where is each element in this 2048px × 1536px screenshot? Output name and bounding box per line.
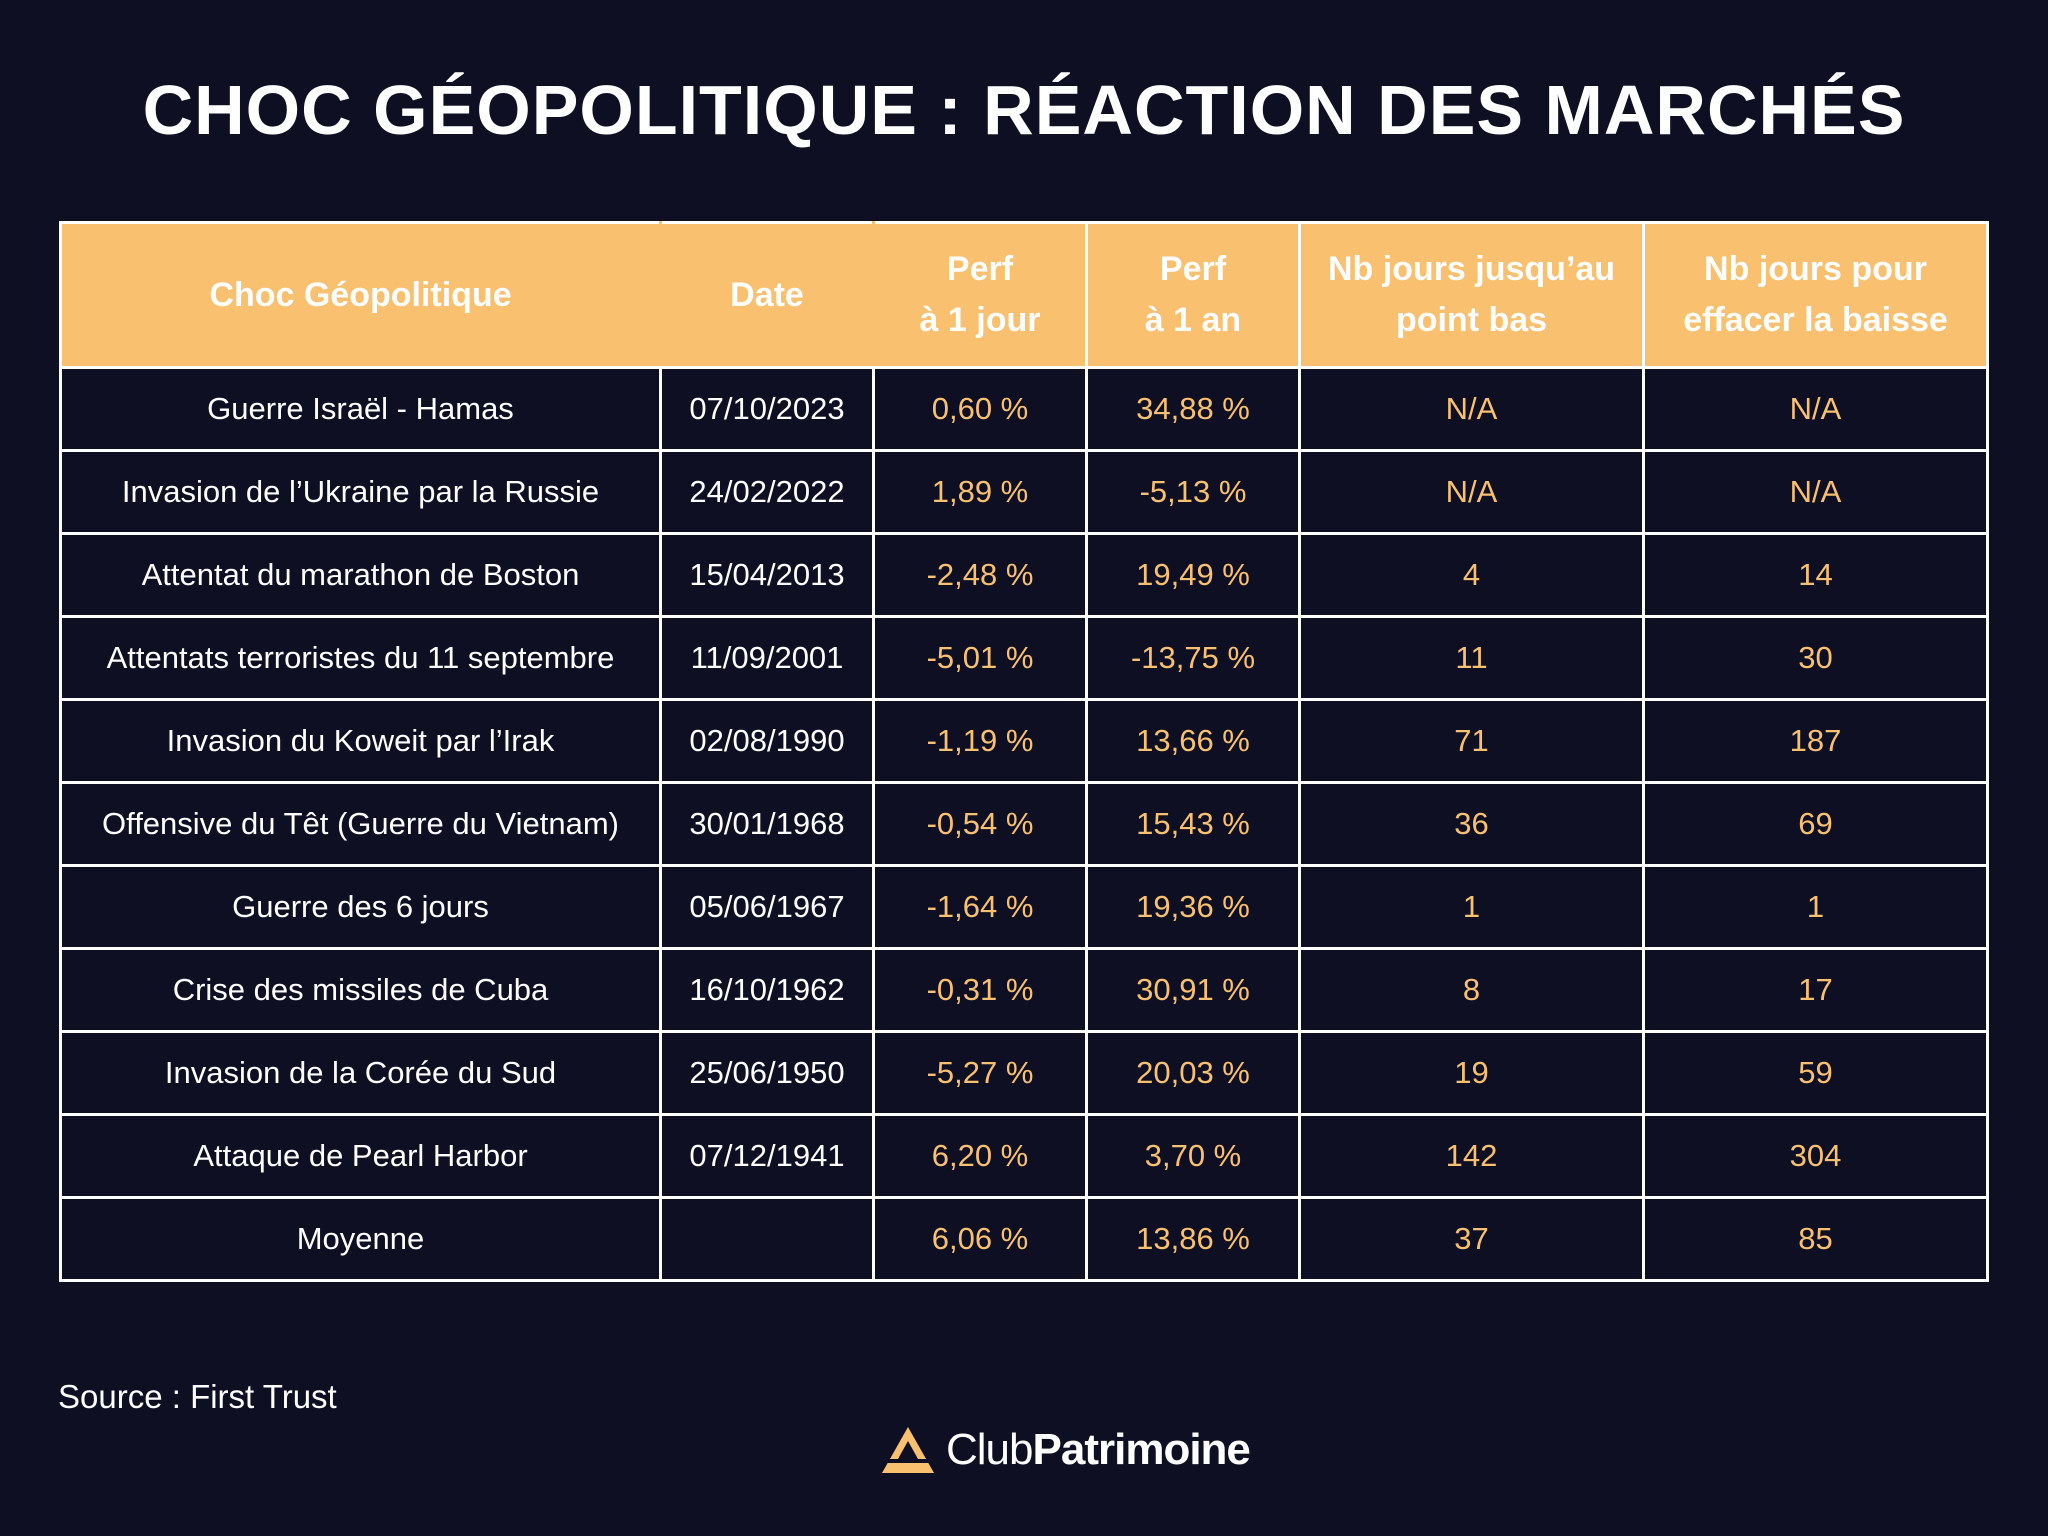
header-date: Date bbox=[659, 221, 875, 369]
cell-perf-1-year: 13,66 % bbox=[1085, 698, 1301, 784]
cell-perf-1-day: 6,20 % bbox=[872, 1113, 1088, 1199]
cell-event: Guerre des 6 jours bbox=[59, 864, 662, 950]
cell-perf-1-day: -0,54 % bbox=[872, 781, 1088, 867]
cell-days-to-low: 1 bbox=[1298, 864, 1645, 950]
market-reaction-table: Choc Géopolitique Date Perf à 1 jour Per… bbox=[59, 221, 1989, 1282]
table-row: Crise des missiles de Cuba 16/10/1962 -0,3… bbox=[59, 947, 1989, 1033]
cell-days-to-low: 142 bbox=[1298, 1113, 1645, 1199]
table-body: Guerre Israël - Hamas 07/10/2023 0,60 % 34,… bbox=[59, 366, 1989, 1282]
cell-event: Moyenne bbox=[59, 1196, 662, 1282]
cell-event: Attentats terroristes du 11 septembre bbox=[59, 615, 662, 701]
logo-text-patrimoine: Patrimoine bbox=[1032, 1425, 1251, 1474]
cell-days-to-low: 8 bbox=[1298, 947, 1645, 1033]
cell-days-to-recover: 14 bbox=[1642, 532, 1989, 618]
source-note: Source : First Trust bbox=[58, 1378, 337, 1415]
table-row: Guerre des 6 jours 05/06/1967 -1,64 % 19,36… bbox=[59, 864, 1989, 950]
cell-days-to-low: 4 bbox=[1298, 532, 1645, 618]
cell-days-to-low: N/A bbox=[1298, 449, 1645, 535]
cell-perf-1-day: -1,19 % bbox=[872, 698, 1088, 784]
cell-date: 11/09/2001 bbox=[659, 615, 875, 701]
cell-date bbox=[659, 1196, 875, 1282]
cell-perf-1-day: -2,48 % bbox=[872, 532, 1088, 618]
cell-perf-1-year: 30,91 % bbox=[1085, 947, 1301, 1033]
cell-perf-1-year: 13,86 % bbox=[1085, 1196, 1301, 1282]
table-row: Offensive du Têt (Guerre du Vietnam) 30/0… bbox=[59, 781, 1989, 867]
cell-perf-1-day: -1,64 % bbox=[872, 864, 1088, 950]
cell-days-to-recover: 59 bbox=[1642, 1030, 1989, 1116]
triangle-logo-icon bbox=[882, 1427, 934, 1473]
table-row: Invasion du Koweit par l’Irak 02/08/1990-… bbox=[59, 698, 1989, 784]
cell-date: 02/08/1990 bbox=[659, 698, 875, 784]
header-days-to-low: Nb jours jusqu’au point bas bbox=[1298, 221, 1645, 369]
cell-perf-1-day: -5,27 % bbox=[872, 1030, 1088, 1116]
table-row: Attaque de Pearl Harbor 07/12/1941 6,20 % 3… bbox=[59, 1113, 1989, 1199]
cell-date: 15/04/2013 bbox=[659, 532, 875, 618]
cell-days-to-recover: 17 bbox=[1642, 947, 1989, 1033]
cell-perf-1-day: 1,89 % bbox=[872, 449, 1088, 535]
table-row: Invasion de la Corée du Sud 25/06/1950 -5,… bbox=[59, 1030, 1989, 1116]
cell-days-to-recover: N/A bbox=[1642, 366, 1989, 452]
cell-date: 05/06/1967 bbox=[659, 864, 875, 950]
header-days-to-recover: Nb jours pour effacer la baisse bbox=[1642, 221, 1989, 369]
cell-days-to-recover: 187 bbox=[1642, 698, 1989, 784]
header-event: Choc Géopolitique bbox=[59, 221, 662, 369]
cell-event: Offensive du Têt (Guerre du Vietnam) bbox=[59, 781, 662, 867]
cell-days-to-low: 36 bbox=[1298, 781, 1645, 867]
cell-days-to-recover: 304 bbox=[1642, 1113, 1989, 1199]
cell-perf-1-year: 19,36 % bbox=[1085, 864, 1301, 950]
cell-days-to-recover: 1 bbox=[1642, 864, 1989, 950]
logo-text-club: Club bbox=[946, 1425, 1033, 1474]
cell-event: Invasion du Koweit par l’Irak bbox=[59, 698, 662, 784]
cell-date: 25/06/1950 bbox=[659, 1030, 875, 1116]
cell-event: Guerre Israël - Hamas bbox=[59, 366, 662, 452]
cell-perf-1-year: -13,75 % bbox=[1085, 615, 1301, 701]
cell-days-to-low: N/A bbox=[1298, 366, 1645, 452]
brand-logo: Club Patrimoine bbox=[880, 1420, 1251, 1480]
cell-days-to-low: 19 bbox=[1298, 1030, 1645, 1116]
cell-date: 07/12/1941 bbox=[659, 1113, 875, 1199]
table-row: Attentat du marathon de Boston 15/04/2013… bbox=[59, 532, 1989, 618]
cell-date: 07/10/2023 bbox=[659, 366, 875, 452]
table-row: Guerre Israël - Hamas 07/10/2023 0,60 % 34,… bbox=[59, 366, 1989, 452]
cell-days-to-low: 11 bbox=[1298, 615, 1645, 701]
cell-date: 24/02/2022 bbox=[659, 449, 875, 535]
cell-days-to-recover: N/A bbox=[1642, 449, 1989, 535]
cell-perf-1-year: 3,70 % bbox=[1085, 1113, 1301, 1199]
cell-perf-1-day: -5,01 % bbox=[872, 615, 1088, 701]
table-row: Invasion de l’Ukraine par la Russie 24/02… bbox=[59, 449, 1989, 535]
cell-event: Attaque de Pearl Harbor bbox=[59, 1113, 662, 1199]
table-header-row: Choc Géopolitique Date Perf à 1 jour Per… bbox=[59, 221, 1989, 369]
cell-days-to-low: 37 bbox=[1298, 1196, 1645, 1282]
table-row: Moyenne 6,06 % 13,86 % 37 85 bbox=[59, 1196, 1989, 1282]
cell-date: 30/01/1968 bbox=[659, 781, 875, 867]
cell-days-to-recover: 30 bbox=[1642, 615, 1989, 701]
cell-perf-1-year: -5,13 % bbox=[1085, 449, 1301, 535]
cell-perf-1-year: 20,03 % bbox=[1085, 1030, 1301, 1116]
cell-days-to-recover: 69 bbox=[1642, 781, 1989, 867]
cell-perf-1-year: 19,49 % bbox=[1085, 532, 1301, 618]
table-row: Attentats terroristes du 11 septembre 11/… bbox=[59, 615, 1989, 701]
cell-event: Crise des missiles de Cuba bbox=[59, 947, 662, 1033]
cell-perf-1-year: 15,43 % bbox=[1085, 781, 1301, 867]
header-perf-1-day: Perf à 1 jour bbox=[872, 221, 1088, 369]
cell-days-to-recover: 85 bbox=[1642, 1196, 1989, 1282]
cell-date: 16/10/1962 bbox=[659, 947, 875, 1033]
cell-perf-1-day: 6,06 % bbox=[872, 1196, 1088, 1282]
cell-event: Invasion de l’Ukraine par la Russie bbox=[59, 449, 662, 535]
cell-days-to-low: 71 bbox=[1298, 698, 1645, 784]
cell-perf-1-year: 34,88 % bbox=[1085, 366, 1301, 452]
cell-perf-1-day: -0,31 % bbox=[872, 947, 1088, 1033]
cell-perf-1-day: 0,60 % bbox=[872, 366, 1088, 452]
cell-event: Invasion de la Corée du Sud bbox=[59, 1030, 662, 1116]
page-title: CHOC GÉOPOLITIQUE : RÉACTION DES MARCHÉS bbox=[142, 71, 1906, 149]
cell-event: Attentat du marathon de Boston bbox=[59, 532, 662, 618]
header-perf-1-year: Perf à 1 an bbox=[1085, 221, 1301, 369]
